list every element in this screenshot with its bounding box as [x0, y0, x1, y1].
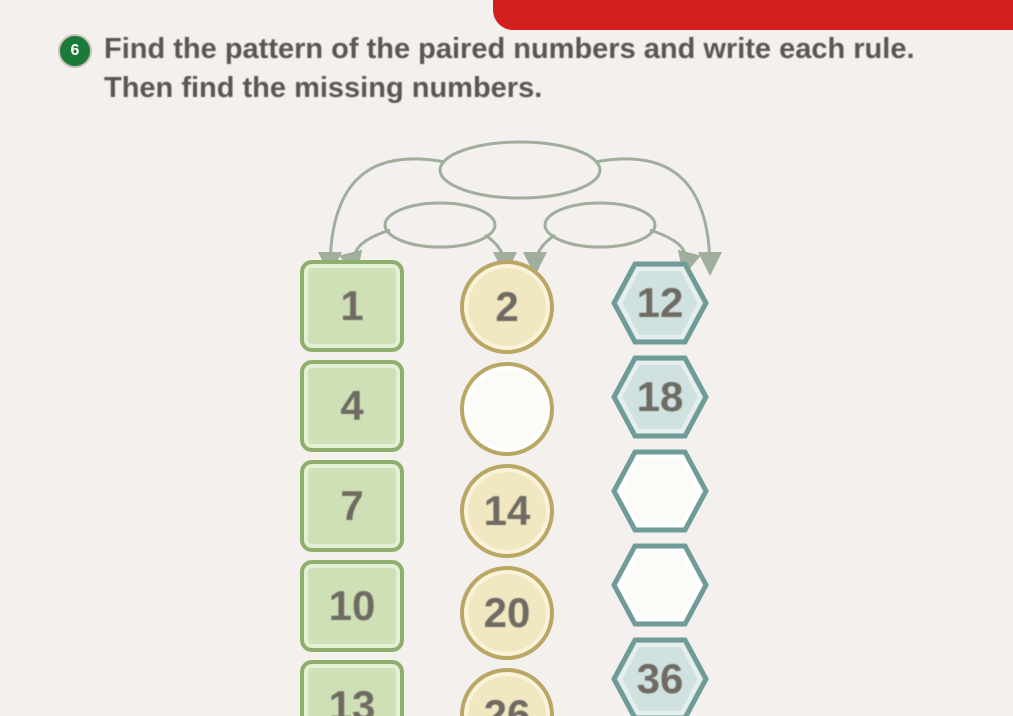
square-cell: 4 [300, 360, 404, 452]
hex-cell-empty[interactable] [610, 448, 710, 534]
square-value: 7 [340, 482, 363, 530]
rule-oval-left [385, 203, 495, 247]
circle-value: 26 [484, 691, 531, 716]
hex-value: 12 [637, 279, 684, 327]
hex-cell: 18 [610, 354, 710, 440]
hex-cell: 12 [610, 260, 710, 346]
circle-cell: 20 [460, 566, 554, 660]
circle-cell-empty[interactable] [460, 362, 554, 456]
rule-oval-top [440, 142, 600, 198]
diagram-stage: 1 4 7 10 13 2 14 20 26 12 18 36 [0, 130, 1013, 716]
square-cell: 7 [300, 460, 404, 552]
circle-cell: 26 [460, 668, 554, 716]
square-cell: 1 [300, 260, 404, 352]
hex-cell: 36 [610, 636, 710, 716]
header-red-bar [493, 0, 1013, 30]
square-value: 13 [329, 682, 376, 716]
square-value: 4 [340, 382, 363, 430]
instruction-text: Find the pattern of the paired numbers a… [104, 30, 973, 108]
bullet-number: 6 [71, 42, 80, 60]
hex-value: 18 [637, 373, 684, 421]
circle-value: 14 [484, 487, 531, 535]
rule-oval-right [545, 203, 655, 247]
circle-cell: 2 [460, 260, 554, 354]
column-hexagons: 12 18 36 [610, 260, 710, 716]
circle-value: 2 [495, 283, 518, 331]
square-cell: 10 [300, 560, 404, 652]
hex-cell-empty[interactable] [610, 542, 710, 628]
circle-value: 20 [484, 589, 531, 637]
circle-cell: 14 [460, 464, 554, 558]
column-circles: 2 14 20 26 [460, 260, 554, 716]
square-cell: 13 [300, 660, 404, 716]
question-bullet: 6 [60, 36, 90, 66]
square-value: 10 [329, 582, 376, 630]
hex-value: 36 [637, 655, 684, 703]
column-squares: 1 4 7 10 13 [300, 260, 404, 716]
square-value: 1 [340, 282, 363, 330]
